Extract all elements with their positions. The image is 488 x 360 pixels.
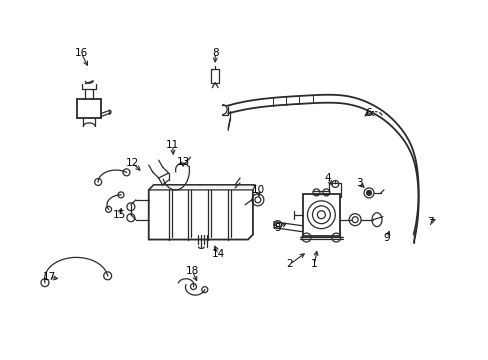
- Text: 2: 2: [286, 259, 292, 269]
- Circle shape: [366, 190, 371, 195]
- Text: 3: 3: [355, 178, 362, 188]
- Text: 1: 1: [310, 259, 317, 269]
- Text: 13: 13: [177, 157, 190, 167]
- Polygon shape: [148, 185, 252, 239]
- Text: 4: 4: [324, 173, 330, 183]
- Text: 10: 10: [251, 185, 264, 195]
- Bar: [328, 183, 341, 197]
- Text: 8: 8: [211, 48, 218, 58]
- Bar: [211, 69, 219, 83]
- Text: 16: 16: [75, 48, 88, 58]
- Text: 5: 5: [274, 222, 281, 233]
- Text: 17: 17: [43, 272, 56, 282]
- Polygon shape: [148, 185, 255, 190]
- Text: 11: 11: [165, 140, 179, 150]
- Text: 14: 14: [211, 249, 224, 260]
- Text: 9: 9: [383, 233, 389, 243]
- Text: 7: 7: [427, 217, 433, 227]
- Bar: [77, 99, 101, 118]
- Bar: [302, 194, 340, 235]
- Text: 6: 6: [365, 108, 371, 117]
- Text: 18: 18: [185, 266, 199, 276]
- Text: 12: 12: [126, 158, 139, 168]
- Text: 15: 15: [112, 210, 125, 220]
